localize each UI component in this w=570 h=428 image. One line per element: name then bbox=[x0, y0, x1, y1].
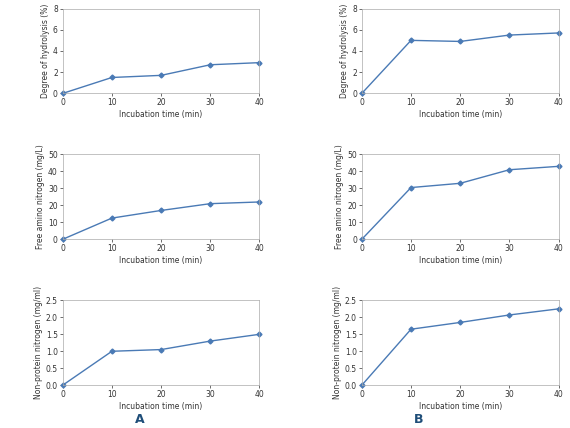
X-axis label: Incubation time (min): Incubation time (min) bbox=[418, 110, 502, 119]
X-axis label: Incubation time (min): Incubation time (min) bbox=[120, 402, 203, 411]
Y-axis label: Non-protein nitrogen (mg/ml): Non-protein nitrogen (mg/ml) bbox=[34, 286, 43, 399]
Y-axis label: Free amino nitrogen (mg/L): Free amino nitrogen (mg/L) bbox=[36, 145, 45, 249]
Y-axis label: Free amino nitrogen (mg/L): Free amino nitrogen (mg/L) bbox=[335, 145, 344, 249]
Y-axis label: Degree of hydrolysis (%): Degree of hydrolysis (%) bbox=[340, 4, 349, 98]
X-axis label: Incubation time (min): Incubation time (min) bbox=[418, 402, 502, 411]
Text: B: B bbox=[414, 413, 424, 426]
X-axis label: Incubation time (min): Incubation time (min) bbox=[418, 256, 502, 265]
Y-axis label: Degree of hydrolysis (%): Degree of hydrolysis (%) bbox=[41, 4, 50, 98]
X-axis label: Incubation time (min): Incubation time (min) bbox=[120, 256, 203, 265]
Y-axis label: Non-protein nitrogen (mg/ml): Non-protein nitrogen (mg/ml) bbox=[333, 286, 342, 399]
Text: A: A bbox=[135, 413, 144, 426]
X-axis label: Incubation time (min): Incubation time (min) bbox=[120, 110, 203, 119]
